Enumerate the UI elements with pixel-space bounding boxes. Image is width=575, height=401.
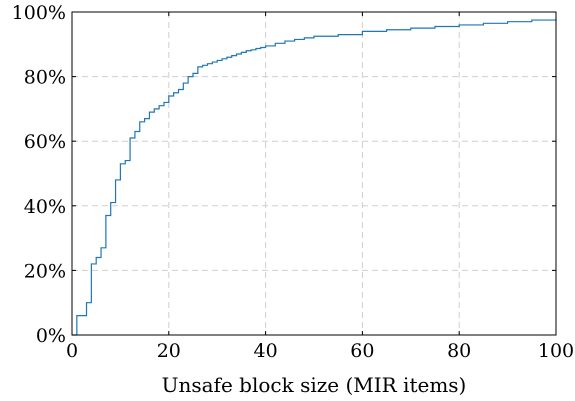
x-axis-title: Unsafe block size (MIR items) — [162, 373, 467, 397]
y-tick-label: 100% — [12, 2, 66, 24]
x-tick-label: 0 — [66, 340, 78, 362]
y-tick-label: 0% — [36, 325, 66, 347]
plot-frame — [71, 11, 557, 336]
x-tick-label: 80 — [447, 340, 471, 362]
cdf-step-line — [72, 18, 557, 336]
y-tick-label: 80% — [24, 67, 66, 89]
x-tick-label: 60 — [350, 340, 374, 362]
y-tick-label: 40% — [24, 196, 66, 218]
x-tick-label: 100 — [538, 340, 574, 362]
series-layer — [72, 18, 557, 336]
grid-lines — [72, 12, 556, 335]
y-tick-label: 60% — [24, 131, 66, 153]
axis-ticks: 0 20 40 60 80 100 0% 20% 40% 60% 80% 100% — [12, 2, 574, 362]
y-tick-label: 20% — [24, 260, 66, 282]
x-tick-label: 40 — [254, 340, 278, 362]
x-tick-label: 20 — [157, 340, 181, 362]
